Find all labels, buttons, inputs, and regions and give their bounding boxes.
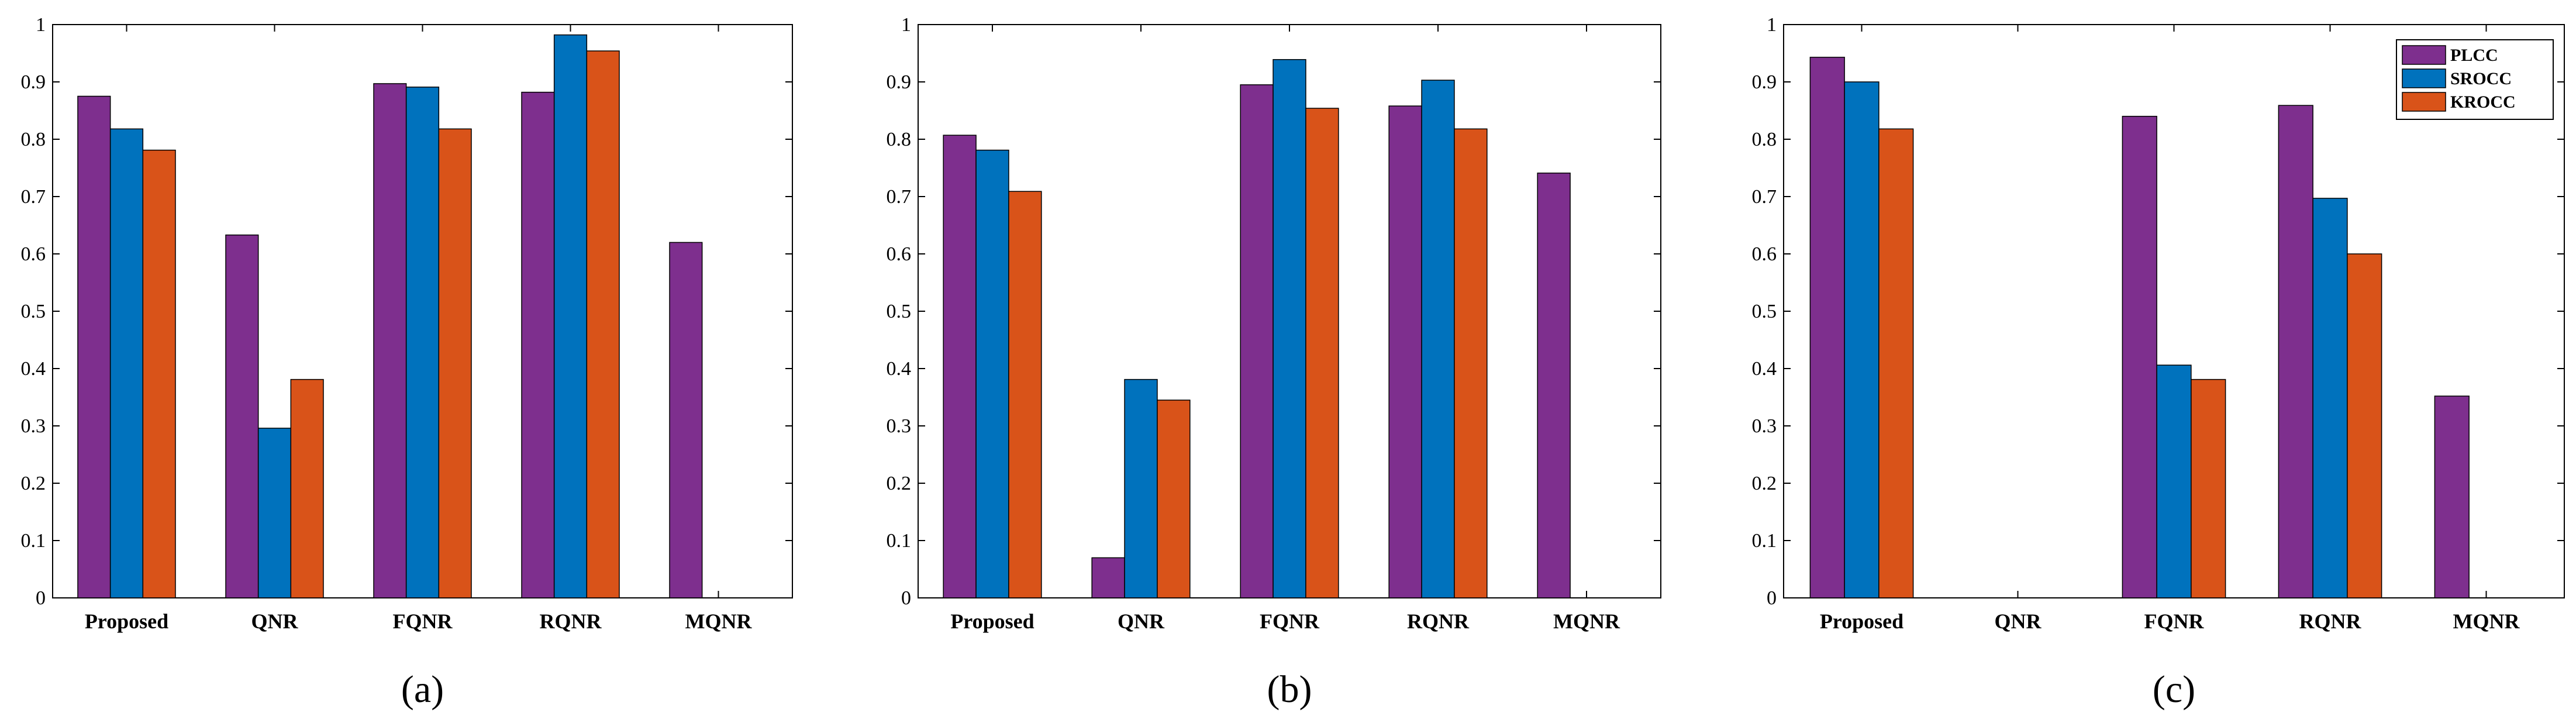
bar-srocc-proposed [975, 149, 1009, 598]
y-tick-label: 0.6 [1752, 243, 1777, 265]
x-tick-label-mqnr: MQNR [1553, 610, 1620, 633]
y-tick-label: 0.8 [1752, 129, 1777, 150]
y-tick-label: 0.3 [887, 415, 912, 437]
y-tick-label: 0.1 [1752, 530, 1777, 552]
bar-plcc-mqnr [2434, 395, 2470, 598]
bar-plcc-qnr [225, 234, 259, 598]
x-tick-label-rqnr: RQNR [540, 610, 602, 633]
y-tick-label: 0.5 [887, 301, 912, 322]
bar-srocc-fqnr [405, 87, 440, 598]
panel-label: (a) [401, 668, 444, 711]
y-tick-label: 0.3 [21, 415, 46, 437]
y-tick-label: 0.4 [887, 358, 912, 380]
y-tick-label: 0.8 [21, 129, 46, 150]
bar-krocc-proposed [1878, 128, 1914, 598]
bar-krocc-fqnr [1305, 108, 1339, 598]
panel-label: (c) [2153, 668, 2195, 711]
y-tick-label: 0.1 [887, 530, 912, 552]
y-tick-label: 1 [1767, 14, 1777, 36]
x-tick-label-qnr: QNR [1118, 610, 1165, 633]
y-tick-label: 0.9 [21, 71, 46, 93]
bar-plcc-fqnr [1240, 84, 1274, 598]
legend-swatch-krocc [2402, 92, 2446, 112]
bar-plcc-fqnr [2122, 116, 2157, 598]
bar-krocc-fqnr [438, 128, 472, 598]
bar-krocc-qnr [1157, 400, 1191, 598]
legend-label-plcc: PLCC [2450, 46, 2498, 65]
legend-label-krocc: KROCC [2450, 92, 2516, 112]
y-tick-label: 0.9 [1752, 71, 1777, 93]
y-tick-label: 0.2 [1752, 473, 1777, 494]
x-tick-label-mqnr: MQNR [685, 610, 753, 633]
y-tick-label: 1 [901, 14, 911, 36]
y-tick-label: 0.7 [21, 186, 46, 208]
x-tick-label-fqnr: FQNR [2144, 610, 2205, 633]
y-tick-label: 0 [1767, 587, 1777, 609]
bar-plcc-rqnr [521, 91, 555, 598]
bar-krocc-proposed [1008, 191, 1042, 598]
x-tick-label-proposed: Proposed [85, 610, 168, 633]
y-tick-label: 0.4 [21, 358, 46, 380]
legend-swatch-srocc [2402, 68, 2446, 88]
bar-srocc-proposed [109, 128, 144, 598]
bar-srocc-qnr [257, 428, 292, 598]
bar-plcc-rqnr [1388, 105, 1422, 598]
y-tick-label: 0.6 [887, 243, 912, 265]
x-tick-label-proposed: Proposed [950, 610, 1034, 633]
y-tick-label: 0.1 [21, 530, 46, 552]
bar-plcc-mqnr [1537, 173, 1571, 598]
y-tick-label: 0.8 [887, 129, 912, 150]
y-tick-label: 0 [36, 587, 46, 609]
bar-plcc-mqnr [669, 242, 703, 598]
y-tick-label: 0.5 [21, 301, 46, 322]
y-tick-label: 0.9 [887, 71, 912, 93]
bar-krocc-fqnr [2191, 379, 2226, 598]
x-tick-label-rqnr: RQNR [1407, 610, 1470, 633]
y-tick-label: 0.2 [21, 473, 46, 494]
bar-plcc-qnr [1091, 557, 1125, 598]
x-tick-label-fqnr: FQNR [393, 610, 453, 633]
y-tick-label: 0 [901, 587, 911, 609]
legend: PLCC SROCC KROCC [2396, 39, 2554, 120]
bar-srocc-proposed [1844, 81, 1880, 598]
chart-panel-b: 0 0.1 0.2 0.3 0.4 0.5 0.6 0.7 0.8 0.9 1 Proposed QNR… [887, 14, 1661, 711]
bar-krocc-proposed [142, 149, 176, 598]
legend-swatch-plcc [2402, 45, 2446, 65]
y-tick-label: 0.7 [1752, 186, 1777, 208]
bar-plcc-proposed [943, 135, 977, 598]
y-tick-label: 1 [36, 14, 46, 36]
bar-krocc-rqnr [2347, 253, 2382, 598]
x-tick-label-rqnr: RQNR [2299, 610, 2362, 633]
y-tick-label: 0.2 [887, 473, 912, 494]
x-tick-label-proposed: Proposed [1820, 610, 1903, 633]
bar-plcc-proposed [1809, 57, 1845, 598]
bar-krocc-rqnr [586, 50, 620, 598]
y-tick-label: 0.6 [21, 243, 46, 265]
x-tick-label-qnr: QNR [251, 610, 299, 633]
legend-label-srocc: SROCC [2450, 69, 2512, 88]
x-tick-label-qnr: QNR [1995, 610, 2042, 633]
x-tick-label-mqnr: MQNR [2453, 610, 2520, 633]
y-tick-label: 0.7 [887, 186, 912, 208]
y-tick-label: 0.3 [1752, 415, 1777, 437]
y-tick-label: 0.5 [1752, 301, 1777, 322]
bar-srocc-fqnr [2156, 364, 2192, 598]
bar-srocc-fqnr [1273, 59, 1306, 598]
bar-srocc-rqnr [1421, 80, 1455, 598]
y-tick-label: 0.4 [1752, 358, 1777, 380]
bar-srocc-qnr [1124, 379, 1158, 598]
bar-plcc-proposed [77, 95, 111, 598]
bar-krocc-qnr [290, 379, 324, 598]
bar-plcc-rqnr [2278, 105, 2313, 598]
chart-panel-a: 0 0.1 0.2 0.3 0.4 0.5 0.6 0.7 0.8 0.9 1 Proposed QNR… [21, 14, 793, 711]
x-tick-label-fqnr: FQNR [1260, 610, 1320, 633]
chart-panel-c: 0 0.1 0.2 0.3 0.4 0.5 0.6 0.7 0.8 0.9 1 Proposed QNR… [1752, 14, 2565, 711]
bar-srocc-rqnr [553, 34, 588, 598]
bar-krocc-rqnr [1454, 128, 1488, 598]
panel-label: (b) [1267, 668, 1312, 711]
bar-srocc-rqnr [2312, 198, 2348, 598]
bar-plcc-fqnr [373, 83, 407, 598]
